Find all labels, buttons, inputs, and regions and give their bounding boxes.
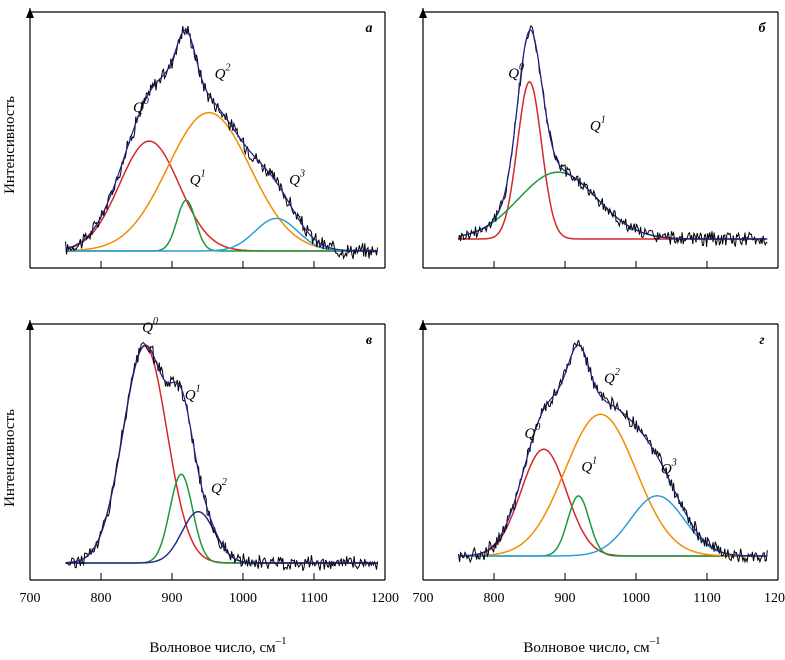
- x-tick-label: 1000: [229, 591, 257, 606]
- q-label-sup: 1: [196, 384, 201, 395]
- q-label-base: Q: [142, 320, 153, 336]
- component-curve-q3: [458, 495, 767, 557]
- q-label-3: Q3: [661, 458, 677, 478]
- component-curve-q2: [65, 111, 378, 252]
- q-label-2: Q2: [215, 63, 231, 83]
- component-curve-q0: [65, 140, 378, 252]
- q-label-0: Q0: [133, 96, 149, 116]
- q-label-3: Q3: [289, 169, 305, 189]
- component-curve-q3: [65, 217, 378, 252]
- q-label-1: Q1: [581, 456, 597, 476]
- y-axis-arrow: [26, 320, 34, 330]
- q-label-sup: 1: [601, 114, 606, 125]
- x-axis-label-right: Волновое число, см–1: [523, 635, 660, 656]
- q-label-2: Q2: [211, 477, 227, 497]
- component-curve-q0: [65, 345, 378, 564]
- y-axis-label-top: Интенсивность: [2, 96, 18, 194]
- q-label-sup: 2: [615, 367, 620, 378]
- component-curve-q2: [458, 413, 767, 557]
- panel-letter: б: [759, 21, 767, 36]
- q-label-0: Q0: [525, 422, 541, 442]
- experimental-spectrum: [458, 339, 768, 564]
- q-label-base: Q: [590, 118, 601, 134]
- experimental-spectrum: [65, 25, 378, 260]
- x-tick-label: 1200: [764, 591, 785, 606]
- x-axis-label-right-sup: –1: [649, 635, 661, 647]
- q-label-sup: 2: [225, 63, 230, 74]
- q-label-base: Q: [185, 388, 196, 404]
- q-label-1: Q1: [590, 114, 606, 134]
- q-label-sup: 0: [535, 422, 540, 433]
- q-label-base: Q: [604, 371, 615, 387]
- panel-g: 700800900100011001200гQ0Q2Q1Q3: [413, 320, 785, 606]
- x-tick-label: 1100: [693, 591, 720, 606]
- x-axis-label-right-main: Волновое число, см: [523, 640, 650, 656]
- q-label-sup: 0: [519, 62, 524, 73]
- x-tick-label: 700: [413, 591, 434, 606]
- q-label-sup: 0: [153, 316, 158, 327]
- q-label-base: Q: [508, 66, 519, 82]
- q-label-2: Q2: [604, 367, 620, 387]
- experimental-spectrum: [65, 341, 378, 571]
- x-tick-label: 1200: [371, 591, 399, 606]
- x-tick-label: 900: [555, 591, 576, 606]
- component-curve-q1: [458, 495, 767, 557]
- x-tick-label: 900: [162, 591, 183, 606]
- y-axis-arrow: [419, 8, 427, 18]
- y-axis-label-bottom: Интенсивность: [2, 409, 18, 507]
- fit-envelope: [458, 344, 768, 557]
- q-label-sup: 1: [592, 456, 597, 467]
- x-tick-label: 1100: [300, 591, 327, 606]
- x-tick-label: 800: [484, 591, 505, 606]
- x-axis-label-left: Волновое число, см–1: [149, 635, 286, 656]
- fit-envelope: [458, 29, 768, 240]
- q-label-sup: 0: [144, 96, 149, 107]
- q-label-base: Q: [133, 100, 144, 116]
- fit-envelope: [65, 29, 378, 252]
- y-axis-arrow: [419, 320, 427, 330]
- q-label-base: Q: [190, 173, 201, 189]
- x-axis-label-left-sup: –1: [275, 635, 287, 647]
- q-label-base: Q: [289, 173, 300, 189]
- q-label-base: Q: [211, 481, 222, 497]
- fit-envelope: [65, 344, 378, 564]
- y-axis-arrow: [26, 8, 34, 18]
- q-label-base: Q: [661, 462, 672, 478]
- q-label-1: Q1: [185, 384, 201, 404]
- x-tick-label: 1000: [622, 591, 650, 606]
- q-label-base: Q: [581, 460, 592, 476]
- x-axis-label-left-main: Волновое число, см: [149, 640, 276, 656]
- q-label-sup: 2: [222, 477, 227, 488]
- q-label-1: Q1: [190, 169, 206, 189]
- q-label-0: Q0: [142, 316, 158, 336]
- panel-letter: а: [366, 21, 373, 36]
- q-label-base: Q: [215, 67, 226, 83]
- q-label-sup: 3: [299, 169, 305, 180]
- q-label-base: Q: [525, 426, 536, 442]
- panel-letter: г: [759, 333, 764, 348]
- panel-letter: в: [366, 333, 373, 348]
- q-label-0: Q0: [508, 62, 524, 82]
- component-curve-q2: [65, 510, 378, 564]
- component-curve-q1: [458, 171, 767, 240]
- x-tick-label: 700: [20, 591, 41, 606]
- q-label-sup: 3: [671, 458, 677, 469]
- x-tick-label: 800: [91, 591, 112, 606]
- q-label-sup: 1: [201, 169, 206, 180]
